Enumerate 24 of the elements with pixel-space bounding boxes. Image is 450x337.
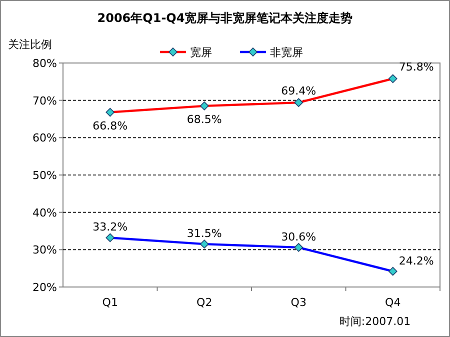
legend-label: 非宽屏 bbox=[270, 46, 303, 59]
y-tick-label: 60% bbox=[32, 132, 57, 145]
y-tick-label: 40% bbox=[32, 206, 57, 220]
y-tick-label: 30% bbox=[32, 244, 57, 257]
y-tick-label: 80% bbox=[32, 57, 57, 70]
text: 时间:2007.01 bbox=[339, 315, 411, 328]
y-axis-title: 关注比例 bbox=[8, 38, 52, 51]
legend-label: 宽屏 bbox=[190, 46, 212, 59]
data-label: 33.2% bbox=[92, 220, 128, 234]
data-label: 68.5% bbox=[186, 112, 222, 126]
data-label: 31.5% bbox=[186, 227, 222, 240]
y-tick-label: 50% bbox=[32, 169, 57, 182]
x-tick-label: Q4 bbox=[385, 296, 401, 309]
data-label: 30.6% bbox=[281, 230, 316, 244]
y-tick-label: 70% bbox=[32, 94, 57, 108]
x-tick-label: Q2 bbox=[196, 296, 212, 309]
y-tick-label: 20% bbox=[32, 281, 57, 294]
data-label: 24.2% bbox=[398, 254, 434, 268]
data-label: 75.8% bbox=[398, 60, 434, 74]
data-label: 69.4% bbox=[281, 84, 316, 98]
x-tick-label: Q1 bbox=[102, 296, 118, 309]
x-tick-label: Q3 bbox=[290, 296, 306, 309]
chart-title: 2006年Q1-Q4宽屏与非宽屏笔记本关注度走势 bbox=[97, 11, 353, 25]
data-label: 66.8% bbox=[92, 119, 128, 132]
